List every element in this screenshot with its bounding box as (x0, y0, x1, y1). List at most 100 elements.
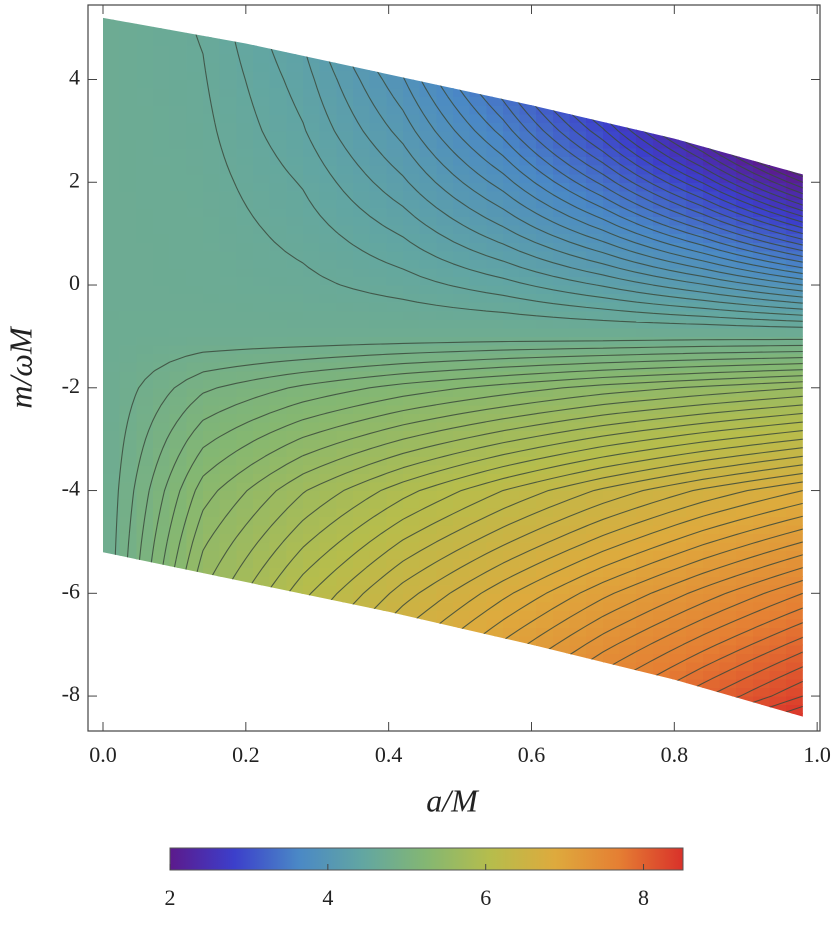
field-cell (269, 173, 287, 183)
field-cell (719, 524, 737, 534)
field-cell (102, 156, 121, 166)
field-cell (736, 250, 754, 260)
field-cell (202, 182, 221, 192)
field-cell (502, 19, 521, 29)
field-cell (419, 242, 437, 252)
field-cell (119, 17, 137, 21)
field-cell (536, 576, 554, 586)
field-cell (502, 105, 521, 115)
field-cell (486, 19, 504, 29)
field-cell (752, 559, 771, 569)
field-cell (136, 45, 154, 55)
field-cell (219, 259, 237, 269)
field-cell (102, 559, 121, 569)
field-cell (769, 79, 787, 89)
field-cell (752, 259, 771, 269)
field-cell (686, 267, 704, 278)
field-cell (286, 148, 304, 158)
field-cell (686, 233, 704, 243)
field-cell (152, 704, 171, 714)
field-cell (219, 610, 237, 620)
field-cell (252, 370, 271, 380)
field-cell (452, 362, 471, 372)
field-cell (686, 276, 704, 286)
field-cell (636, 593, 654, 603)
field-cell (252, 396, 271, 406)
field-cell (436, 207, 454, 218)
field-cell (452, 45, 471, 55)
field-cell (686, 62, 704, 72)
field-cell (536, 45, 554, 55)
field-cell (336, 404, 354, 415)
field-cell (219, 62, 237, 72)
field-cell (686, 370, 704, 380)
field-cell (569, 122, 587, 132)
field-cell (403, 722, 420, 731)
field-cell (486, 687, 504, 697)
field-cell (169, 276, 187, 286)
field-cell (636, 148, 654, 158)
field-cell (586, 618, 604, 629)
field-cell (702, 285, 721, 295)
field-cell (719, 499, 737, 509)
field-cell (386, 559, 404, 569)
field-cell (769, 302, 787, 312)
field-cell (786, 2, 803, 11)
field-cell (536, 730, 553, 739)
field-cell (552, 19, 571, 29)
field-cell (552, 285, 571, 295)
field-cell (169, 636, 187, 646)
field-cell (619, 653, 637, 663)
field-cell (369, 105, 387, 115)
field-cell (436, 139, 454, 149)
field-cell (486, 105, 504, 115)
field-cell (236, 413, 254, 423)
field-cell (719, 644, 737, 654)
field-cell (636, 601, 654, 612)
field-cell (202, 687, 221, 697)
field-cell (619, 687, 637, 697)
field-cell (702, 319, 721, 329)
field-cell (586, 653, 604, 663)
field-cell (702, 233, 721, 243)
field-cell (386, 353, 404, 363)
field-cell (420, 722, 437, 731)
field-cell (252, 618, 271, 629)
field-cell (202, 481, 221, 492)
field-cell (769, 53, 787, 63)
field-cell (770, 739, 787, 748)
field-cell (136, 567, 154, 577)
field-cell (536, 387, 554, 397)
field-cell (619, 70, 637, 81)
field-cell (402, 182, 421, 192)
field-cell (353, 0, 370, 3)
field-cell (402, 105, 421, 115)
field-cell (219, 139, 237, 149)
field-cell (419, 130, 437, 141)
field-cell (302, 259, 321, 269)
field-cell (252, 576, 271, 586)
field-cell (386, 627, 404, 637)
field-cell (786, 130, 803, 141)
field-cell (636, 225, 654, 235)
field-cell (319, 148, 337, 158)
field-cell (219, 207, 237, 218)
field-cell (469, 447, 487, 457)
field-cell (186, 250, 204, 260)
field-cell (352, 430, 371, 440)
field-cell (169, 17, 187, 21)
field-cell (636, 653, 654, 663)
field-cell (369, 584, 387, 594)
field-cell (336, 148, 354, 158)
field-cell (436, 130, 454, 141)
field-cell (402, 464, 421, 475)
field-cell (436, 293, 454, 303)
field-cell (569, 28, 587, 38)
field-cell (769, 678, 787, 689)
field-cell (170, 2, 187, 11)
field-cell (469, 559, 487, 569)
field-cell (619, 122, 637, 132)
field-cell (552, 70, 571, 81)
field-cell (369, 327, 387, 338)
field-cell (486, 636, 504, 646)
